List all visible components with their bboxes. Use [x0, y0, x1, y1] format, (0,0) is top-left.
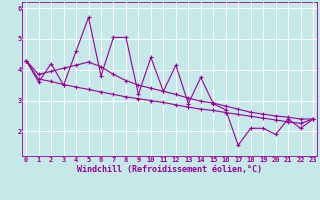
X-axis label: Windchill (Refroidissement éolien,°C): Windchill (Refroidissement éolien,°C) [77, 165, 262, 174]
